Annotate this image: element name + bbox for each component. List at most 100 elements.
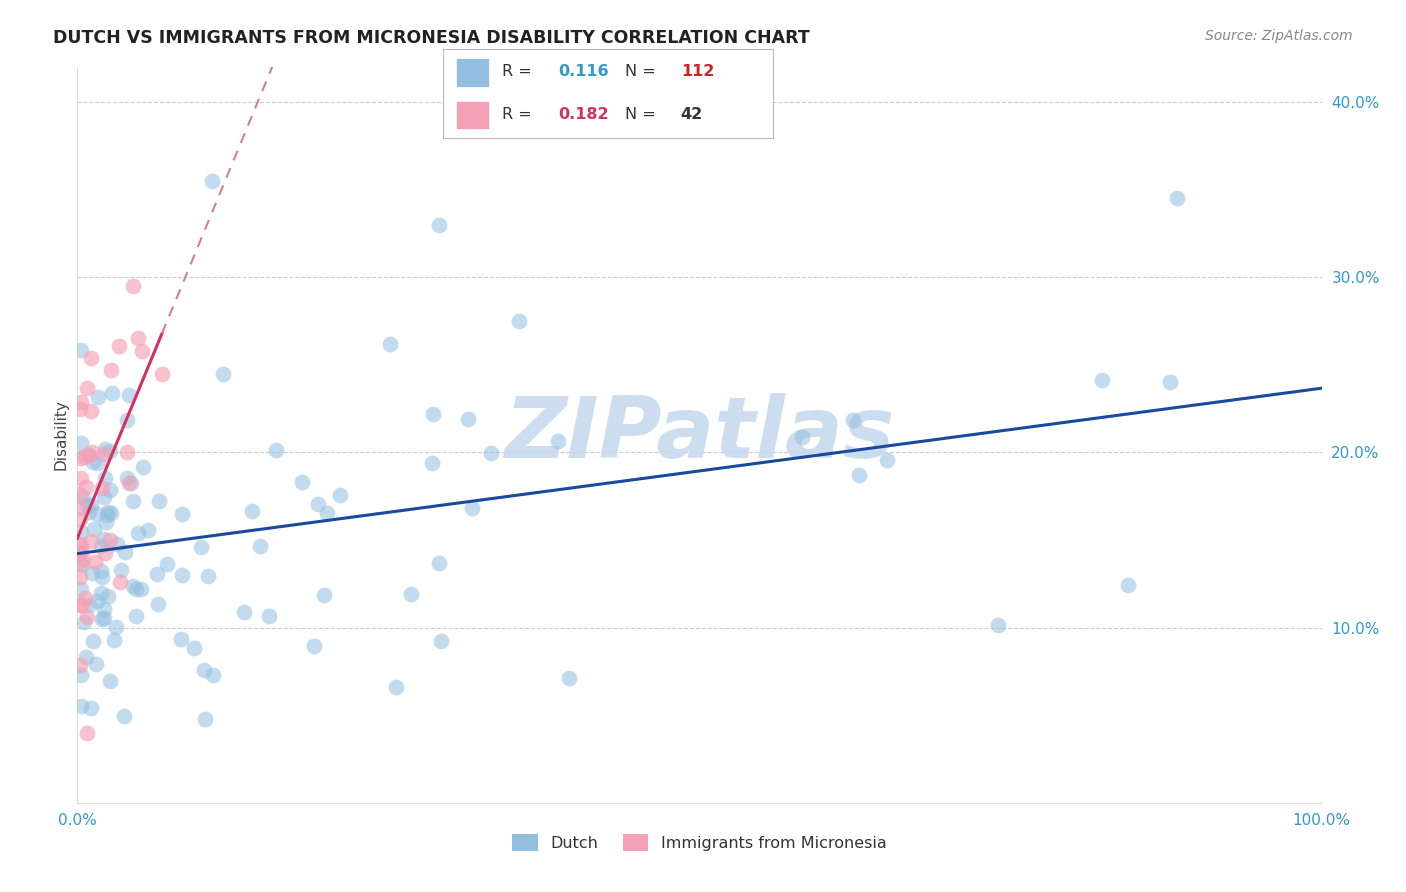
Point xyxy=(82,454,104,468)
Point xyxy=(457,411,479,425)
Point xyxy=(70,698,93,713)
Point xyxy=(170,508,193,522)
Point xyxy=(70,582,93,596)
Text: 0.116: 0.116 xyxy=(558,64,609,78)
Point xyxy=(479,445,502,459)
Point xyxy=(201,174,224,188)
Point xyxy=(121,494,143,508)
Point xyxy=(399,587,422,601)
Point xyxy=(98,483,121,498)
Point xyxy=(115,413,138,427)
Point xyxy=(69,470,91,484)
Point xyxy=(76,449,98,463)
Point xyxy=(105,620,128,634)
Point xyxy=(1091,374,1114,388)
Point xyxy=(70,525,93,540)
Point xyxy=(427,556,450,570)
Text: 112: 112 xyxy=(681,64,714,78)
Point xyxy=(90,586,112,600)
Point xyxy=(97,505,120,519)
Point xyxy=(72,490,94,504)
Point xyxy=(307,497,329,511)
Point xyxy=(132,460,155,475)
Point xyxy=(77,598,100,612)
Point xyxy=(118,476,141,491)
Point xyxy=(69,395,91,409)
Point xyxy=(329,487,352,501)
Point xyxy=(75,650,97,665)
Point xyxy=(876,452,898,467)
Point xyxy=(90,539,112,553)
Point xyxy=(94,442,117,457)
Point xyxy=(80,445,103,459)
Point xyxy=(79,351,101,365)
Text: N =: N = xyxy=(624,107,661,121)
Point xyxy=(183,640,205,655)
Point xyxy=(93,611,115,625)
Point xyxy=(110,575,132,590)
Point xyxy=(257,609,280,624)
Point xyxy=(120,476,142,491)
Point xyxy=(69,545,91,559)
Point xyxy=(69,540,91,554)
Point xyxy=(76,609,98,624)
Point xyxy=(69,402,91,417)
Point xyxy=(69,501,91,516)
Point xyxy=(72,615,94,630)
Point xyxy=(110,563,132,577)
Point xyxy=(1166,191,1188,205)
Point xyxy=(94,471,117,485)
Point xyxy=(90,564,112,578)
Point xyxy=(101,386,124,401)
Point xyxy=(76,381,98,395)
Point xyxy=(420,456,443,470)
Point xyxy=(302,640,325,654)
Point xyxy=(429,218,451,232)
Point xyxy=(194,712,217,726)
Point xyxy=(127,525,149,540)
Text: R =: R = xyxy=(502,107,537,121)
Point xyxy=(118,387,141,401)
Point xyxy=(312,588,335,602)
Point xyxy=(987,618,1010,632)
Point xyxy=(108,339,131,353)
Point xyxy=(98,533,121,548)
Point xyxy=(83,522,105,536)
Point xyxy=(93,490,115,504)
Point xyxy=(93,447,115,461)
Point xyxy=(461,500,484,515)
Point xyxy=(422,408,444,422)
Point xyxy=(69,451,91,466)
Point xyxy=(121,279,143,293)
Point xyxy=(90,482,112,496)
Point xyxy=(80,533,103,548)
Point xyxy=(80,701,103,715)
Point xyxy=(291,475,314,490)
Point xyxy=(146,597,169,611)
Point xyxy=(150,367,173,381)
Point xyxy=(148,493,170,508)
Point xyxy=(105,537,128,551)
Bar xyxy=(456,101,489,129)
Text: ZIPatlas: ZIPatlas xyxy=(505,393,894,476)
Point xyxy=(80,404,103,418)
Point xyxy=(94,546,117,560)
Point xyxy=(90,612,112,626)
Legend: Dutch, Immigrants from Micronesia: Dutch, Immigrants from Micronesia xyxy=(506,828,893,857)
Point xyxy=(70,668,93,682)
Point xyxy=(125,608,148,623)
Point xyxy=(249,539,271,553)
Point xyxy=(94,515,117,529)
Point xyxy=(193,663,215,677)
Point xyxy=(558,671,581,685)
Point xyxy=(93,532,115,546)
Point xyxy=(1159,375,1181,389)
Point xyxy=(69,556,91,570)
Point xyxy=(430,633,453,648)
Point xyxy=(70,598,93,612)
Point xyxy=(77,448,100,462)
Point xyxy=(316,506,339,520)
Point xyxy=(103,633,125,648)
Point xyxy=(378,336,401,351)
Point xyxy=(100,506,122,520)
